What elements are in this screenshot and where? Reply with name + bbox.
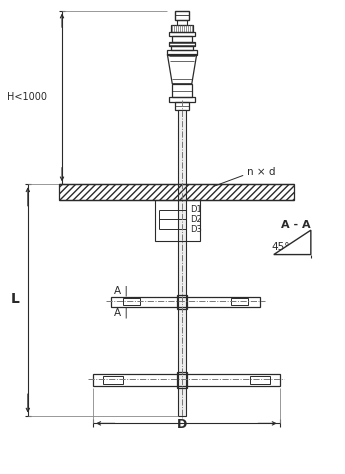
Bar	[177, 372, 187, 388]
Bar	[177, 20, 187, 25]
Bar	[177, 294, 187, 309]
Bar	[169, 42, 195, 46]
Text: A |: A |	[114, 285, 128, 296]
Text: n × d: n × d	[247, 167, 276, 177]
Text: H<1000: H<1000	[7, 92, 47, 102]
Bar	[111, 297, 260, 307]
Bar	[167, 50, 197, 55]
Bar	[155, 200, 200, 241]
Text: A - A: A - A	[282, 220, 311, 230]
Text: 45°: 45°	[272, 242, 290, 252]
Text: D3: D3	[190, 225, 202, 234]
Bar	[169, 32, 195, 36]
Bar	[178, 110, 186, 416]
Bar	[171, 46, 193, 50]
Bar	[231, 299, 248, 305]
Bar	[122, 299, 140, 305]
Bar	[171, 25, 193, 32]
Bar	[172, 36, 192, 42]
Text: D: D	[177, 418, 187, 431]
Text: A |: A |	[114, 308, 128, 319]
Bar	[175, 10, 189, 20]
Bar	[169, 98, 195, 102]
Bar	[59, 184, 294, 200]
Bar	[250, 375, 270, 384]
Bar	[175, 102, 189, 110]
Text: L: L	[11, 292, 20, 307]
Text: D1: D1	[190, 205, 201, 214]
Text: D2: D2	[190, 215, 201, 224]
Bar	[172, 84, 192, 98]
Bar	[103, 375, 122, 384]
Bar	[93, 374, 279, 386]
